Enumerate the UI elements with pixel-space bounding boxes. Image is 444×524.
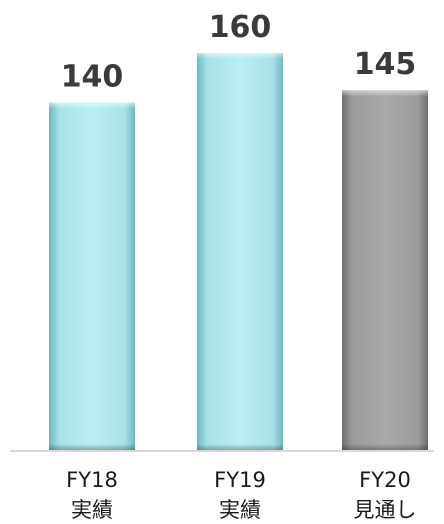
x-tick-label-fy20-line1: FY20 bbox=[359, 468, 411, 492]
bar-fy19 bbox=[197, 53, 283, 450]
x-tick-label-fy20-line2: 見通し bbox=[354, 498, 417, 522]
x-tick-label-fy18-line2: 実績 bbox=[71, 498, 113, 522]
bar-fy18 bbox=[49, 102, 135, 450]
bar-bottom-bevel bbox=[342, 444, 428, 450]
data-label-fy20: 145 bbox=[354, 47, 417, 82]
x-tick-label-fy19-line2: 実績 bbox=[219, 498, 261, 522]
x-tick-label-fy18-line1: FY18 bbox=[66, 468, 118, 492]
bar-top-bevel bbox=[197, 53, 283, 59]
bar-top-bevel bbox=[49, 102, 135, 109]
bar-bottom-bevel bbox=[197, 444, 283, 450]
x-tick-label-fy19-line1: FY19 bbox=[214, 468, 266, 492]
bar-body bbox=[342, 90, 428, 450]
data-label-fy19: 160 bbox=[209, 10, 272, 45]
bar-bottom-bevel bbox=[49, 444, 135, 450]
bar-top-bevel bbox=[342, 90, 428, 97]
bar-fy20 bbox=[342, 90, 428, 450]
bar-body bbox=[197, 53, 283, 450]
data-label-fy18: 140 bbox=[61, 60, 124, 95]
bar-body bbox=[49, 102, 135, 450]
